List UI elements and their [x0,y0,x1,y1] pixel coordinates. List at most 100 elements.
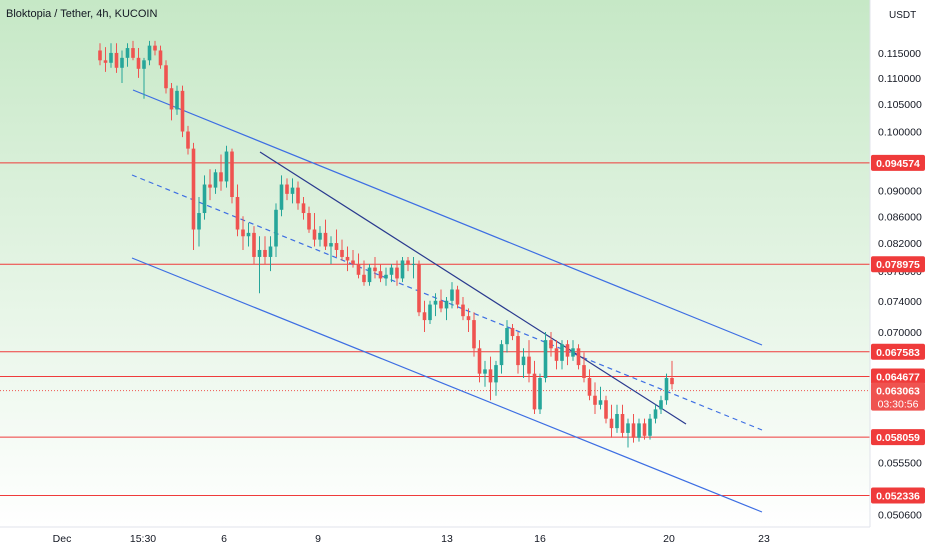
candle-body [582,365,586,379]
candle-body [202,184,207,214]
x-tick-label: 16 [534,533,546,545]
level-label: 0.094574 [876,158,920,170]
candle-body [664,378,669,401]
candle-body [98,50,102,61]
candle-body [455,289,460,305]
channel-lower-line [131,257,763,513]
candle-body [312,229,317,240]
candle-body [103,60,108,63]
candle-body [494,365,498,383]
candle-body [417,264,421,313]
y-tick-label: 0.082000 [878,238,922,250]
candle-body [241,229,245,237]
candle-body [125,48,130,58]
candle-body [538,378,542,410]
level-label: 0.052336 [876,490,920,502]
candle-body [175,90,179,110]
candle-body [620,414,625,433]
candle-body [587,378,592,396]
candle-body [615,414,619,429]
x-tick-label: Dec [53,533,72,545]
candle-body [604,400,608,419]
candle-body [356,264,361,275]
candle-body [626,423,630,433]
level-label-box [871,154,925,171]
y-tick-label: 0.115000 [878,48,921,60]
y-tick-label: 0.055500 [878,458,922,470]
candle-body [488,369,493,383]
price-axis-background [870,0,932,550]
level-label-box [871,429,925,446]
candle-body [142,60,146,69]
y-tick-label: 0.074000 [878,296,922,308]
level-label: 0.064677 [876,371,920,383]
candle-body [505,328,509,345]
countdown-label: 03:30:56 [878,399,919,411]
candle-body [444,300,449,309]
candle-body [378,271,383,279]
candle-body [191,148,196,230]
candle-body [263,249,267,257]
y-tick-label: 0.086000 [878,211,922,223]
candle-body [268,246,273,257]
candle-body [576,348,581,366]
candle-body [400,260,405,279]
level-label-box [871,487,925,504]
candle-body [186,131,190,149]
candle-body [329,243,333,247]
candle-body [180,90,185,132]
x-tick-label: 13 [441,533,453,545]
candle-body [411,264,416,266]
candle-body [169,88,174,110]
candle-body [598,400,603,405]
candle-body [395,267,399,279]
price-axis[interactable]: USDT 0.115000 0.110000 0.105000 0.100000 0.0… [869,0,932,550]
y-tick-label: 0.110000 [878,73,921,85]
candle-body [659,400,663,410]
time-axis[interactable]: Dec 15:30 6 9 13 16 20 23 [0,526,932,550]
candle-body [323,232,328,247]
candle-body [439,300,443,309]
level-label-box [871,343,925,360]
candle-body [373,267,377,272]
candle-body [257,249,262,257]
candle-body [136,57,141,69]
candle-body [631,423,636,438]
x-tick-label: 6 [221,533,227,545]
candle-body [642,423,647,436]
candle-body [153,45,157,51]
candle-body [560,344,564,361]
unit-label: USDT [889,10,916,21]
candle-body [345,256,350,261]
time-axis-background [0,527,932,550]
candle-body [307,213,311,230]
candle-body [362,274,366,283]
y-tick-label: 0.100000 [878,127,922,139]
level-label: 0.078975 [876,259,920,271]
channel-upper-line [132,89,763,346]
candle-body [224,151,229,182]
candle-body [340,249,344,257]
candle-body [406,260,410,265]
candle-body [466,316,471,321]
candle-body [367,267,372,283]
candle-body [554,348,559,361]
candle-body [109,52,113,63]
drawing-tools[interactable] [131,89,763,513]
candle-body [158,50,163,66]
candle-body [252,232,256,257]
candle-body [230,151,234,198]
candle-body [549,340,553,349]
candle-body [510,328,515,337]
y-tick-label: 0.050600 [878,509,922,521]
candle-body [483,369,487,374]
current-price-box [871,382,925,411]
candle-body [351,260,355,265]
candle-body [285,184,289,194]
candle-body [516,336,520,366]
candle-body [433,300,438,305]
candle-body [219,172,223,182]
candle-body [543,340,548,379]
current-price-label: 0.063063 [876,386,920,398]
